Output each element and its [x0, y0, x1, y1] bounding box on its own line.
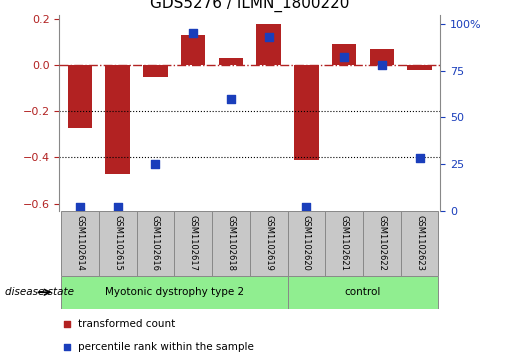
- Bar: [219, 58, 243, 65]
- Bar: [401, 211, 438, 276]
- Bar: [99, 211, 136, 276]
- Text: GSM1102614: GSM1102614: [76, 215, 84, 271]
- Bar: [287, 211, 325, 276]
- Bar: [67, 65, 92, 127]
- Point: [63, 321, 72, 327]
- Bar: [250, 211, 287, 276]
- Text: disease state: disease state: [5, 287, 74, 297]
- Bar: [256, 24, 281, 65]
- Point: [302, 204, 311, 210]
- Text: GSM1102619: GSM1102619: [264, 215, 273, 271]
- Point: [377, 62, 386, 68]
- Bar: [174, 211, 212, 276]
- Bar: [363, 211, 401, 276]
- Point: [265, 34, 273, 40]
- Point: [340, 54, 348, 60]
- Bar: [61, 211, 99, 276]
- Bar: [136, 211, 174, 276]
- Text: GSM1102620: GSM1102620: [302, 215, 311, 271]
- Text: GSM1102623: GSM1102623: [415, 215, 424, 271]
- Title: GDS5276 / ILMN_1800220: GDS5276 / ILMN_1800220: [150, 0, 350, 12]
- Text: GSM1102616: GSM1102616: [151, 215, 160, 271]
- Point: [227, 95, 235, 101]
- Bar: [325, 211, 363, 276]
- Point: [76, 204, 84, 210]
- Bar: [332, 45, 356, 65]
- Text: percentile rank within the sample: percentile rank within the sample: [78, 342, 254, 352]
- Bar: [294, 65, 319, 160]
- Bar: [61, 276, 287, 309]
- Text: Myotonic dystrophy type 2: Myotonic dystrophy type 2: [105, 287, 244, 297]
- Bar: [181, 35, 205, 65]
- Text: control: control: [345, 287, 381, 297]
- Text: GSM1102617: GSM1102617: [188, 215, 198, 271]
- Bar: [106, 65, 130, 174]
- Point: [189, 30, 197, 36]
- Text: GSM1102622: GSM1102622: [377, 215, 386, 271]
- Bar: [143, 65, 168, 77]
- Bar: [407, 65, 432, 70]
- Point: [151, 161, 160, 167]
- Point: [114, 204, 122, 210]
- Bar: [212, 211, 250, 276]
- Text: transformed count: transformed count: [78, 319, 175, 329]
- Text: GSM1102621: GSM1102621: [339, 215, 349, 271]
- Bar: [370, 49, 394, 65]
- Point: [416, 155, 424, 161]
- Point: [63, 344, 72, 350]
- Text: GSM1102618: GSM1102618: [227, 215, 235, 271]
- Bar: [287, 276, 438, 309]
- Text: GSM1102615: GSM1102615: [113, 215, 122, 271]
